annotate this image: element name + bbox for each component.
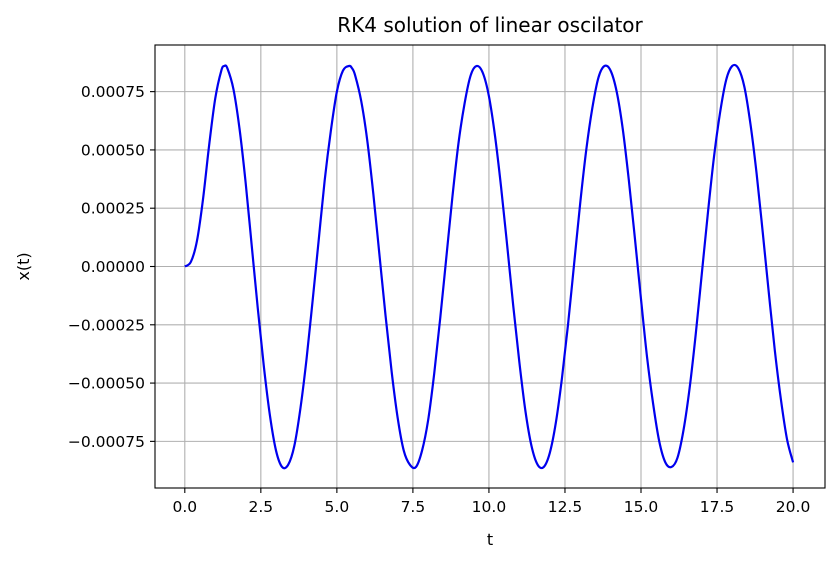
- y-axis: 0.00075 0.00050 0.00025 0.00000 −0.00025 −0.0…: [68, 83, 155, 451]
- series-layer: [184, 63, 795, 470]
- x-axis-label: t: [487, 530, 493, 549]
- y-tick-label: 0.00025: [81, 200, 145, 218]
- series-line: [184, 63, 795, 470]
- y-tick-label: 0.00000: [81, 258, 145, 276]
- grid: [155, 45, 825, 488]
- y-tick-label: 0.00050: [81, 141, 145, 159]
- x-tick-label: 7.5: [401, 498, 426, 516]
- y-tick-label: −0.00075: [68, 433, 145, 451]
- y-tick-label: −0.00025: [68, 316, 145, 334]
- x-tick-label: 5.0: [325, 498, 350, 516]
- y-tick-label: −0.00050: [68, 375, 145, 393]
- x-tick-label: 20.0: [776, 498, 811, 516]
- x-axis: 0.0 2.5 5.0 7.5 10.0 12.5 15.0 17.5 20.0: [172, 488, 810, 516]
- chart-title: RK4 solution of linear oscilator: [337, 13, 643, 37]
- x-tick-label: 15.0: [624, 498, 659, 516]
- x-tick-label: 0.0: [172, 498, 197, 516]
- x-tick-label: 10.0: [472, 498, 507, 516]
- x-tick-label: 2.5: [249, 498, 274, 516]
- x-tick-label: 12.5: [548, 498, 583, 516]
- x-tick-label: 17.5: [700, 498, 735, 516]
- y-axis-label: x(t): [14, 252, 33, 280]
- y-tick-label: 0.00075: [81, 83, 145, 101]
